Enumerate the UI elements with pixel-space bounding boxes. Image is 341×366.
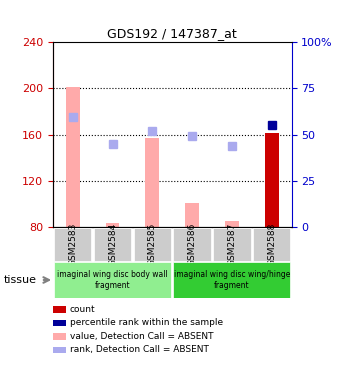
Bar [174,228,211,261]
Bar [265,133,279,227]
Text: imaginal wing disc body wall
fragment: imaginal wing disc body wall fragment [57,270,168,290]
Text: count: count [70,305,95,314]
Bar [54,228,91,261]
Bar [253,228,291,261]
Text: GSM2583: GSM2583 [68,223,77,266]
Bar [145,138,159,227]
Text: imaginal wing disc wing/hinge
fragment: imaginal wing disc wing/hinge fragment [174,270,290,290]
Text: GSM2584: GSM2584 [108,223,117,266]
Text: GSM2588: GSM2588 [267,223,276,266]
Bar [106,224,119,227]
Bar [66,87,80,227]
Bar [225,221,239,227]
Text: GSM2586: GSM2586 [188,223,197,266]
Bar [174,262,291,298]
Text: GSM2585: GSM2585 [148,223,157,266]
Bar [213,228,251,261]
Text: percentile rank within the sample: percentile rank within the sample [70,318,223,327]
Bar [94,228,131,261]
Text: GSM2587: GSM2587 [227,223,236,266]
Text: rank, Detection Call = ABSENT: rank, Detection Call = ABSENT [70,346,209,354]
Text: tissue: tissue [3,275,36,285]
Text: value, Detection Call = ABSENT: value, Detection Call = ABSENT [70,332,213,341]
Bar [134,228,171,261]
Bar [54,262,171,298]
Title: GDS192 / 147387_at: GDS192 / 147387_at [107,26,237,40]
Bar [185,203,199,227]
